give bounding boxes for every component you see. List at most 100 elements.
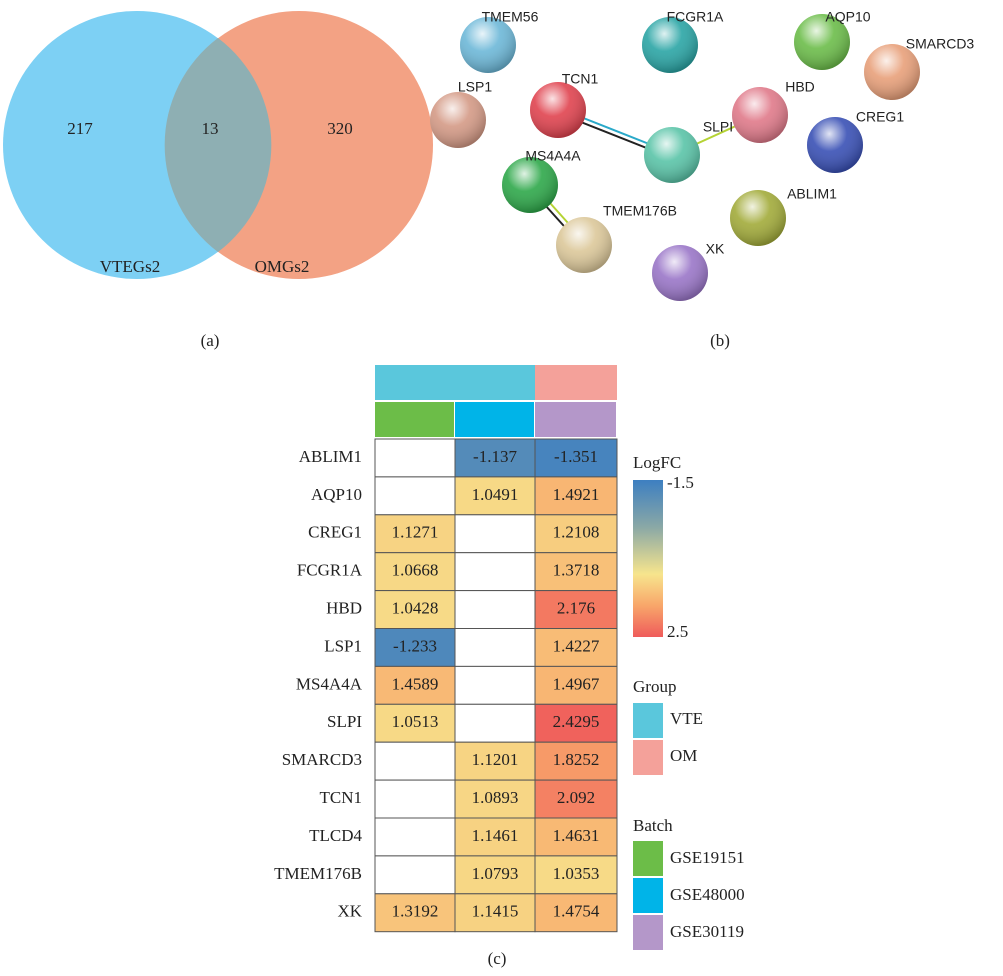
heat-cell	[534, 855, 618, 895]
heat-cell	[454, 665, 536, 705]
legend-title: Batch	[633, 816, 673, 835]
node-label: HBD	[785, 79, 815, 95]
row-label: CREG1	[308, 523, 362, 542]
venn: 217 13 320 VTEGs2 OMGs2	[3, 11, 433, 279]
panel-label: (b)	[710, 331, 730, 350]
node-shine	[430, 92, 486, 148]
heat-cell	[534, 590, 618, 629]
heatmap: ABLIM1 -1.137 -1.351 AQP10 1.0491 1.4921 CREG1…	[274, 365, 745, 950]
heat-cell	[374, 514, 456, 554]
heat-cell	[454, 741, 536, 781]
venn-label: OMGs2	[255, 257, 310, 276]
node-shine	[652, 245, 708, 301]
cell-value: 1.8252	[553, 750, 600, 769]
cell-value: 1.4589	[392, 674, 439, 693]
cell-value: 2.176	[557, 598, 595, 617]
node-shine	[502, 157, 558, 213]
heat-cell	[454, 438, 536, 478]
batch-bar	[455, 402, 534, 437]
node-label: TCN1	[562, 71, 599, 87]
heat-cell	[374, 438, 456, 478]
node-shine	[530, 82, 586, 138]
node-label: SMARCD3	[906, 36, 975, 52]
row-label: AQP10	[311, 485, 362, 504]
cell-value: 1.4754	[553, 902, 600, 921]
panel-label: (a)	[201, 331, 220, 350]
cell-value: 1.0793	[472, 864, 519, 883]
cell-value: 1.4921	[553, 485, 600, 504]
venn-count: 320	[327, 119, 353, 138]
cell-value: 1.4967	[553, 674, 600, 693]
heat-cell	[374, 552, 456, 592]
heat-cell	[454, 703, 536, 743]
node-shine	[730, 190, 786, 246]
heat-cell	[374, 817, 456, 857]
cell-value: 1.0353	[553, 864, 600, 883]
cell-value: 1.0513	[392, 712, 439, 731]
node-shine	[642, 17, 698, 73]
row-label: XK	[337, 902, 362, 921]
legend-swatch	[633, 841, 663, 876]
legend-label: GSE19151	[670, 848, 745, 867]
heat-cell	[534, 628, 618, 667]
cell-value: 1.0668	[392, 561, 439, 580]
venn-label: VTEGs2	[100, 257, 160, 276]
cell-value: -1.351	[554, 447, 598, 466]
row-label: HBD	[326, 598, 362, 617]
batch-bar	[375, 402, 454, 437]
heat-cell	[454, 514, 536, 554]
heat-cell	[454, 779, 536, 819]
heat-cell	[374, 476, 456, 516]
heat-cell	[454, 590, 536, 629]
heat-cell	[534, 552, 618, 592]
row-label: MS4A4A	[296, 674, 363, 693]
cell-value: 1.3718	[553, 561, 600, 580]
node-label: LSP1	[458, 79, 492, 95]
cell-value: 1.2108	[553, 523, 600, 542]
scale-label: 2.5	[667, 622, 688, 641]
heat-cell	[454, 855, 536, 895]
row-label: ABLIM1	[299, 447, 362, 466]
color-scale	[633, 480, 663, 637]
venn-count: 13	[202, 119, 219, 138]
row-label: TCN1	[320, 788, 363, 807]
cell-value: 1.4631	[553, 826, 600, 845]
cell-value: 1.0893	[472, 788, 519, 807]
legend-title: LogFC	[633, 453, 681, 472]
cell-value: 2.4295	[553, 712, 600, 731]
node-shine	[556, 217, 612, 273]
cell-value: 1.1415	[472, 902, 519, 921]
node-label: CREG1	[856, 109, 904, 125]
row-label: SMARCD3	[282, 750, 362, 769]
heat-cell	[534, 779, 618, 819]
venn-count: 217	[67, 119, 93, 138]
heat-cell	[374, 741, 456, 781]
heat-cell	[534, 665, 618, 705]
legend-title: Group	[633, 677, 676, 696]
row-label: SLPI	[327, 712, 362, 731]
scale-label: -1.5	[667, 473, 694, 492]
node-shine	[864, 44, 920, 100]
network: TMEM56 FCGR1A AQP10 SMARCD3 LSP1 TCN1 HBD SLPI C…	[430, 9, 974, 301]
node-label: MS4A4A	[525, 148, 581, 164]
panel-label: (c)	[488, 949, 507, 968]
heat-cell	[534, 438, 618, 478]
node-shine	[644, 127, 700, 183]
heat-cell	[374, 628, 456, 667]
node-shine	[794, 14, 850, 70]
legend-label: GSE30119	[670, 922, 744, 941]
cell-value: 1.1461	[472, 826, 519, 845]
legend-label: VTE	[670, 709, 703, 728]
row-label: FCGR1A	[297, 561, 363, 580]
heat-cell	[454, 552, 536, 592]
venn-overlap	[164, 38, 272, 252]
node-label: XK	[706, 241, 725, 257]
heat-cell	[454, 893, 536, 933]
heat-cell	[534, 893, 618, 933]
heat-cell	[534, 741, 618, 781]
node-label: ABLIM1	[787, 186, 837, 202]
cell-value: 1.0428	[392, 598, 439, 617]
row-label: TLCD4	[309, 826, 362, 845]
cell-value: 1.4227	[553, 636, 600, 655]
